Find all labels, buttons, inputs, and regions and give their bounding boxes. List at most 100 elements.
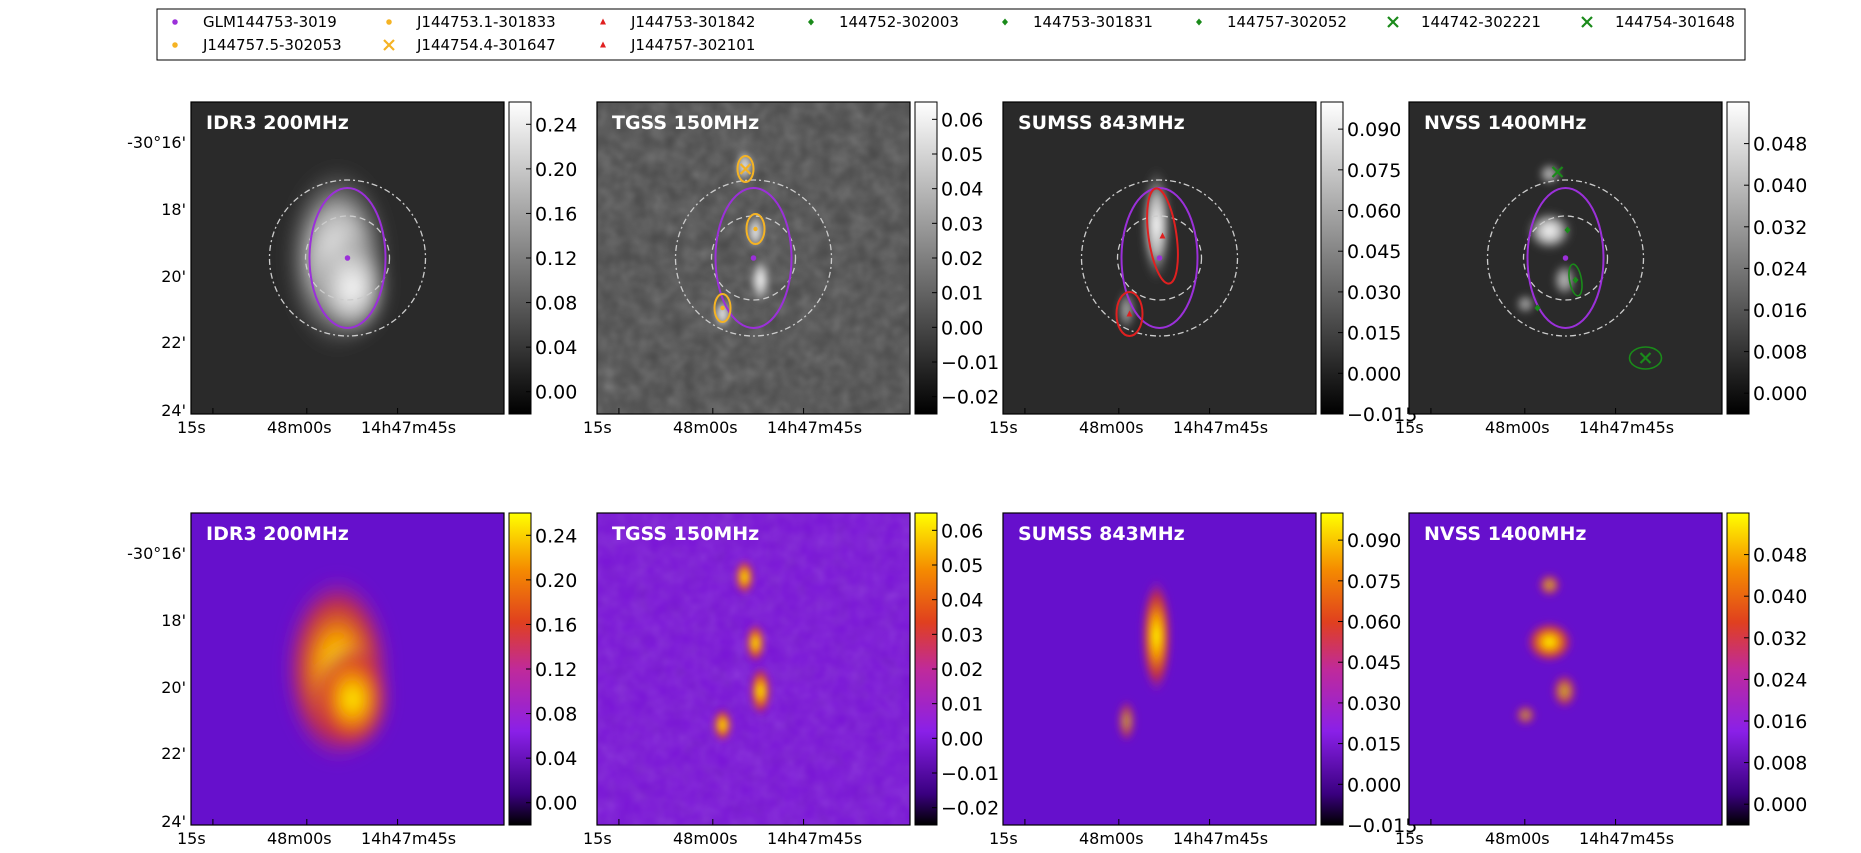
legend-marker-icon <box>172 19 178 25</box>
colorbar-tick-label: 0.05 <box>941 144 983 166</box>
colorbar-tick-label: 0.08 <box>535 293 577 315</box>
glm-source-ellipse <box>1526 187 1605 329</box>
beam-circle-inner <box>710 215 797 301</box>
x-tick-label: 48m00s <box>1079 418 1144 437</box>
emission-blob <box>734 559 755 595</box>
tgss-source-ellipse <box>713 293 732 323</box>
x-tick-label: 15s <box>177 829 206 848</box>
sumss-source-marker <box>1159 232 1166 239</box>
image-area <box>191 513 504 825</box>
emission-blob <box>745 623 766 663</box>
x-tick-label: 15s <box>989 418 1018 437</box>
legend-entry: GLM144753-3019 <box>172 13 337 31</box>
colorbar-tick-label: 0.04 <box>535 337 577 359</box>
colorbar-tick-label: 0.05 <box>941 555 983 577</box>
panel-title: NVSS 1400MHz <box>1424 112 1586 134</box>
colorbar-tick-label: −0.015 <box>1347 815 1417 837</box>
panel-frame <box>1002 101 1317 415</box>
colorbar-tick-label: 0.040 <box>1753 175 1807 197</box>
legend-entry: J144753-301842 <box>600 13 755 31</box>
colorbar-tick-label: 0.02 <box>941 659 983 681</box>
colorbar-gradient <box>1320 101 1344 415</box>
image-area <box>1003 102 1316 414</box>
x-tick-label: 14h47m45s <box>1173 418 1268 437</box>
panel-1-1: IDR3 200MHz 15s 48m00s 14h47m45s -30°16' 18' 2… <box>127 101 577 437</box>
x-tick-label: 48m00s <box>1485 829 1550 848</box>
image-area <box>1003 513 1316 825</box>
colorbar-tick-label: 0.16 <box>535 203 577 225</box>
colorbar-gradient <box>1726 512 1750 826</box>
panel-2-1: IDR3 200MHz 15s 48m00s 14h47m45s -30°16' 18' 2… <box>127 512 577 848</box>
legend-entry: J144757.5-302053 <box>172 36 342 54</box>
colorbar-tick-label: 0.00 <box>941 728 983 750</box>
colorbar-tick-label: 0.01 <box>941 694 983 716</box>
y-tick-label: 22' <box>161 744 186 763</box>
legend-entry: 144753-301831 <box>1002 13 1153 31</box>
colorbar: 0.24 0.20 0.16 0.12 0.08 0.04 0.00 <box>508 512 577 826</box>
x-tick-label: 15s <box>583 829 612 848</box>
colorbar-tick-label: 0.000 <box>1347 363 1401 385</box>
legend-entry: 144742-302221 <box>1387 13 1541 31</box>
legend-marker-icon <box>808 18 814 26</box>
legend-marker-icon <box>1002 18 1008 26</box>
glm-source-marker <box>344 255 351 261</box>
colorbar-tick-label: 0.20 <box>535 159 577 181</box>
x-tick-label: 15s <box>583 418 612 437</box>
legend-entry: J144757-302101 <box>600 36 755 54</box>
colorbar-tick-label: 0.00 <box>535 382 577 404</box>
legend-label: GLM144753-3019 <box>203 13 337 31</box>
colorbar-tick-label: 0.060 <box>1347 612 1401 634</box>
emission-blob <box>712 708 733 742</box>
legend-marker-icon <box>1387 16 1399 28</box>
emission-blob <box>1116 288 1137 332</box>
panel-1-4: NVSS 1400MHz 15s 48m00s 14h47m45s 0.048 0.040… <box>1395 101 1807 437</box>
colorbar-tick-label: −0.01 <box>941 763 999 785</box>
legend-marker-icon <box>172 42 178 48</box>
colorbar: 0.090 0.075 0.060 0.045 0.030 0.015 0.000 −0.01… <box>1320 512 1417 837</box>
colorbar-tick-label: 0.000 <box>1347 774 1401 796</box>
colorbar-tick-label: 0.000 <box>1753 383 1807 405</box>
y-tick-label: 20' <box>161 267 186 286</box>
colorbar-tick-label: 0.060 <box>1347 201 1401 223</box>
colorbar-tick-label: 0.04 <box>535 748 577 770</box>
legend-marker-icon <box>600 18 606 25</box>
beam-circle-outer <box>1080 179 1239 337</box>
colorbar-tick-label: 0.02 <box>941 248 983 270</box>
x-tick-label: 14h47m45s <box>767 829 862 848</box>
colorbar-tick-label: 0.16 <box>535 614 577 636</box>
legend-label: 144742-302221 <box>1421 13 1541 31</box>
legend-label: J144757.5-302053 <box>202 36 342 54</box>
panel-frame <box>1408 101 1723 415</box>
colorbar-tick-label: 0.008 <box>1753 753 1807 775</box>
colorbar-tick-label: 0.04 <box>941 179 983 201</box>
colorbar-tick-label: 0.032 <box>1753 217 1807 239</box>
legend-marker-icon <box>1196 18 1202 26</box>
colorbar-tick-label: 0.030 <box>1347 693 1401 715</box>
emission-blob <box>312 644 393 754</box>
y-tick-label: 18' <box>161 611 186 630</box>
emission-blob <box>1537 162 1562 186</box>
image-area <box>1409 102 1722 414</box>
colorbar-tick-label: 0.06 <box>941 520 983 542</box>
panel-title: NVSS 1400MHz <box>1424 523 1586 545</box>
colorbar-tick-label: 0.24 <box>535 525 577 547</box>
panel-title: TGSS 150MHz <box>612 523 759 545</box>
colorbar-tick-label: 0.000 <box>1753 794 1807 816</box>
panel-frame <box>1002 512 1317 826</box>
colorbar-tick-label: 0.048 <box>1753 545 1807 567</box>
glm-source-ellipse <box>1120 187 1199 329</box>
y-tick-label: 24' <box>161 401 186 420</box>
legend-entry: J144754.4-301647 <box>383 36 556 54</box>
beam-circle-outer <box>674 179 833 337</box>
legend-label: J144754.4-301647 <box>416 36 556 54</box>
colorbar-tick-label: 0.090 <box>1347 119 1401 141</box>
nvss-source-x-marker <box>1639 352 1652 364</box>
colorbar: 0.048 0.040 0.032 0.024 0.016 0.008 0.000 <box>1726 101 1807 415</box>
colorbar-tick-label: 0.015 <box>1347 323 1401 345</box>
colorbar-tick-label: 0.030 <box>1347 282 1401 304</box>
sumss-source-marker <box>1126 310 1133 317</box>
image-area <box>1409 513 1722 825</box>
colorbar-gradient <box>1726 101 1750 415</box>
